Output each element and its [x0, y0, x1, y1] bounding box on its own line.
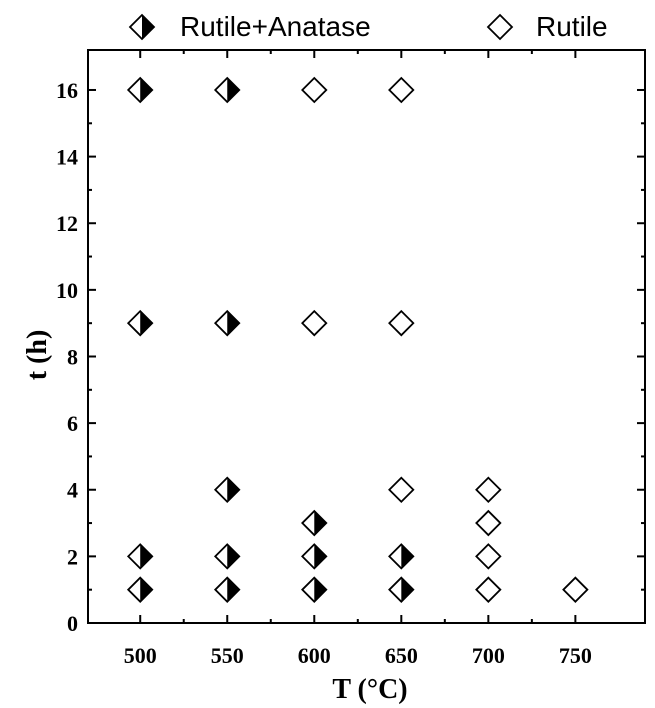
data-point-rutile	[388, 476, 415, 504]
axis-ticks	[88, 50, 645, 624]
legend-label-rutile-anatase: Rutile+Anatase	[180, 11, 371, 42]
y-tick-label: 14	[56, 145, 78, 170]
data-point-rutile-anatase	[388, 576, 415, 603]
legend-marker-open-diamond	[486, 13, 514, 41]
legend-marker-half-filled-diamond	[128, 13, 156, 41]
y-tick-label: 4	[67, 478, 78, 503]
x-tick-label: 750	[559, 643, 592, 668]
data-point-rutile	[388, 309, 415, 337]
plot-area-frame	[87, 49, 646, 624]
y-tick-label: 10	[56, 278, 78, 303]
x-tick-label: 650	[385, 643, 418, 668]
data-point-rutile	[475, 476, 502, 504]
x-tick-label: 700	[472, 643, 505, 668]
legend-item-rutile-anatase: Rutile+Anatase	[128, 11, 371, 42]
y-axis-title: t (h)	[22, 330, 53, 381]
data-point-rutile	[388, 76, 415, 104]
x-axis-title: T (°C)	[332, 674, 407, 705]
axis-tick-labels: 500 550 600 650 700 750 0 2 4 6 8 10 12 14 16	[56, 78, 592, 668]
data-point-rutile-anatase	[213, 476, 241, 504]
data-point-rutile-anatase	[388, 543, 415, 570]
data-point-rutile-anatase	[126, 543, 154, 570]
y-tick-label: 16	[56, 78, 78, 103]
data-point-rutile-anatase	[301, 509, 328, 537]
data-point-rutile	[475, 509, 502, 537]
data-point-rutile-anatase	[126, 76, 154, 104]
data-point-rutile-anatase	[301, 543, 328, 570]
data-point-rutile	[475, 576, 502, 603]
data-point-rutile-anatase	[213, 76, 241, 104]
data-point-rutile-anatase	[126, 576, 154, 603]
data-point-rutile-anatase	[126, 309, 154, 337]
data-markers	[126, 76, 589, 603]
data-point-rutile	[301, 76, 328, 104]
data-point-rutile-anatase	[301, 576, 328, 603]
data-point-rutile	[301, 309, 328, 337]
legend: Rutile+Anatase Rutile	[128, 11, 608, 42]
x-tick-label: 550	[211, 643, 244, 668]
y-tick-label: 2	[67, 544, 78, 569]
legend-item-rutile: Rutile	[486, 11, 608, 42]
y-tick-label: 0	[67, 611, 78, 636]
legend-label-rutile: Rutile	[536, 11, 608, 42]
data-point-rutile-anatase	[213, 543, 241, 570]
y-tick-label: 8	[67, 344, 78, 369]
x-tick-label: 600	[298, 643, 331, 668]
x-tick-label: 500	[124, 643, 157, 668]
data-point-rutile-anatase	[213, 576, 241, 603]
data-point-rutile	[562, 576, 589, 603]
data-point-rutile	[475, 543, 502, 570]
y-tick-label: 6	[67, 411, 78, 436]
data-point-rutile-anatase	[213, 309, 241, 337]
y-tick-label: 12	[56, 211, 78, 236]
